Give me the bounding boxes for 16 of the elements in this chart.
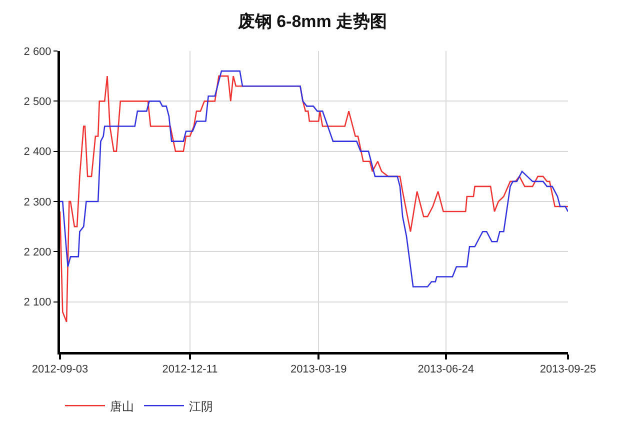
- legend-label: 唐山: [110, 399, 134, 414]
- y-tick-label: 2 500: [24, 96, 52, 108]
- x-tick-label: 2013-03-19: [290, 364, 347, 376]
- x-tick-label: 2012-12-11: [162, 364, 218, 376]
- line-series: [60, 70, 568, 288]
- y-tick-label: 2 100: [24, 296, 52, 309]
- line-series: [60, 75, 568, 323]
- y-tick-label: 2 400: [24, 146, 52, 158]
- y-tick-label: 2 300: [24, 196, 52, 208]
- y-tick-label: 2 200: [24, 246, 52, 259]
- legend-label: 江阴: [189, 399, 213, 414]
- x-tick-label: 2013-09-25: [540, 364, 596, 376]
- y-tick-label: 2 600: [24, 46, 52, 58]
- x-tick-label: 2013-06-24: [418, 364, 474, 376]
- chart-title: 废钢 6-8mm 走势图: [236, 12, 388, 32]
- x-tick-label: 2012-09-03: [32, 364, 88, 376]
